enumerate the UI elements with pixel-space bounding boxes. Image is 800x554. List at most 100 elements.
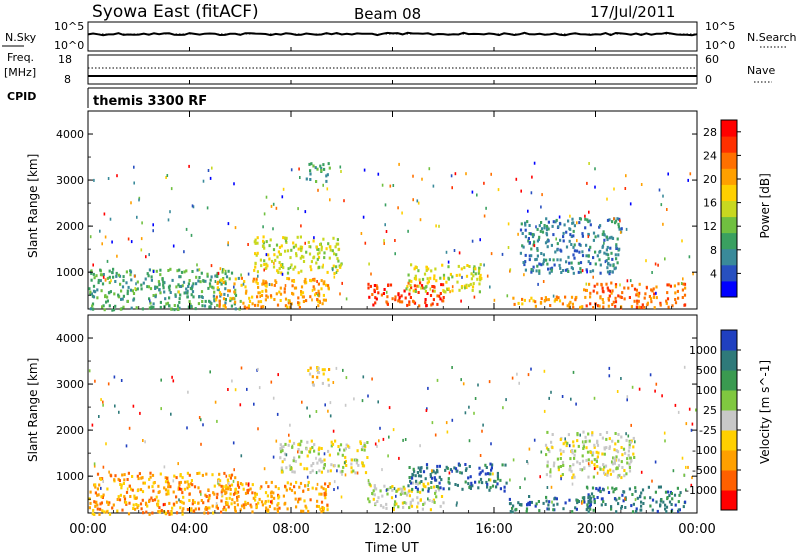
range-gate-cell	[280, 271, 283, 275]
range-gate-cell	[666, 490, 670, 494]
range-gate-cell	[313, 236, 315, 240]
range-gate-cell	[662, 500, 665, 504]
range-gate-cell	[329, 198, 331, 202]
range-gate-cell	[177, 487, 180, 491]
range-gate-cell	[90, 278, 93, 282]
range-gate-cell	[224, 269, 227, 273]
range-gate-cell	[234, 277, 237, 281]
range-gate-cell	[472, 270, 475, 274]
range-gate-cell	[642, 502, 645, 505]
range-gate-cell	[546, 464, 549, 468]
range-gate-cell	[552, 258, 555, 262]
colorbar-segment	[721, 200, 737, 218]
range-gate-cell	[597, 451, 600, 455]
range-gate-cell	[415, 481, 418, 485]
range-gate-cell	[602, 488, 605, 492]
range-gate-cell	[372, 303, 375, 307]
range-gate-cell	[609, 289, 611, 293]
range-gate-cell	[619, 219, 621, 223]
range-gate-cell	[185, 227, 188, 231]
range-gate-cell	[555, 298, 558, 302]
range-gate-cell	[342, 368, 344, 372]
range-gate-cell	[603, 452, 606, 456]
range-gate-cell	[552, 464, 555, 468]
range-gate-cell	[411, 498, 414, 502]
range-gate-cell	[401, 300, 404, 304]
range-gate-cell	[288, 464, 291, 468]
range-gate-cell	[198, 295, 201, 298]
range-gate-cell	[326, 270, 329, 274]
range-gate-cell	[303, 499, 306, 503]
range-gate-cell	[635, 507, 638, 511]
range-gate-cell	[220, 282, 223, 286]
range-gate-cell	[572, 253, 575, 257]
range-gate-cell	[300, 439, 303, 443]
range-gate-cell	[528, 224, 531, 227]
range-gate-cell	[339, 265, 342, 269]
range-gate-cell	[394, 295, 397, 299]
range-gate-cell	[252, 277, 255, 281]
range-gate-cell	[572, 473, 575, 477]
range-gate-cell	[188, 492, 191, 496]
range-gate-cell	[568, 302, 571, 306]
range-gate-cell	[501, 252, 504, 256]
range-gate-cell	[640, 306, 643, 310]
range-gate-cell	[408, 292, 411, 296]
range-gate-cell	[103, 510, 106, 514]
range-gate-cell	[435, 224, 437, 228]
range-gate-cell	[280, 446, 284, 450]
range-gate-cell	[237, 495, 240, 498]
range-gate-cell	[94, 501, 97, 505]
range-gate-cell	[588, 210, 590, 214]
range-gate-cell	[552, 503, 555, 507]
range-gate-cell	[417, 269, 420, 273]
range-gate-cell	[366, 456, 369, 459]
range-gate-cell	[524, 477, 526, 481]
range-gate-cell	[679, 491, 682, 495]
range-gate-cell	[592, 508, 595, 512]
range-gate-cell	[429, 276, 432, 280]
range-gate-cell	[265, 195, 268, 199]
range-gate-cell	[381, 494, 384, 498]
range-gate-cell	[186, 295, 189, 299]
range-gate-cell	[601, 298, 604, 301]
range-gate-cell	[667, 305, 670, 309]
range-gate-cell	[335, 366, 338, 370]
range-gate-cell	[586, 270, 588, 274]
range-gate-cell	[200, 499, 203, 502]
range-gate-cell	[602, 500, 605, 504]
range-gate-cell	[433, 289, 436, 293]
range-gate-cell	[100, 501, 103, 505]
range-gate-cell	[126, 292, 129, 296]
range-gate-cell	[579, 468, 582, 471]
range-gate-cell	[97, 281, 100, 285]
range-gate-cell	[393, 487, 396, 491]
range-gate-cell	[318, 469, 321, 473]
range-gate-cell	[567, 219, 570, 223]
range-gate-cell	[589, 496, 593, 500]
range-gate-cell	[412, 473, 415, 477]
range-gate-cell	[568, 261, 571, 265]
range-gate-cell	[242, 487, 245, 491]
range-gate-cell	[540, 450, 543, 454]
range-gate-cell	[545, 224, 548, 228]
range-gate-cell	[304, 484, 307, 488]
range-gate-cell	[430, 303, 433, 307]
range-gate-cell	[253, 402, 255, 406]
range-gate-cell	[409, 479, 412, 483]
range-gate-cell	[112, 275, 115, 279]
range-gate-cell	[474, 397, 477, 400]
range-gate-cell	[489, 478, 492, 482]
range-gate-cell	[136, 474, 139, 478]
range-gate-cell	[159, 291, 162, 295]
range-gate-cell	[617, 502, 620, 506]
range-gate-cell	[214, 274, 217, 278]
range-gate-cell	[543, 258, 546, 262]
range-gate-cell	[401, 211, 403, 215]
range-gate-cell	[602, 290, 605, 294]
range-gate-cell	[264, 500, 267, 504]
range-gate-cell	[599, 467, 602, 471]
range-gate-cell	[593, 443, 596, 447]
range-gate-cell	[391, 485, 394, 488]
range-gate-cell	[476, 193, 478, 197]
